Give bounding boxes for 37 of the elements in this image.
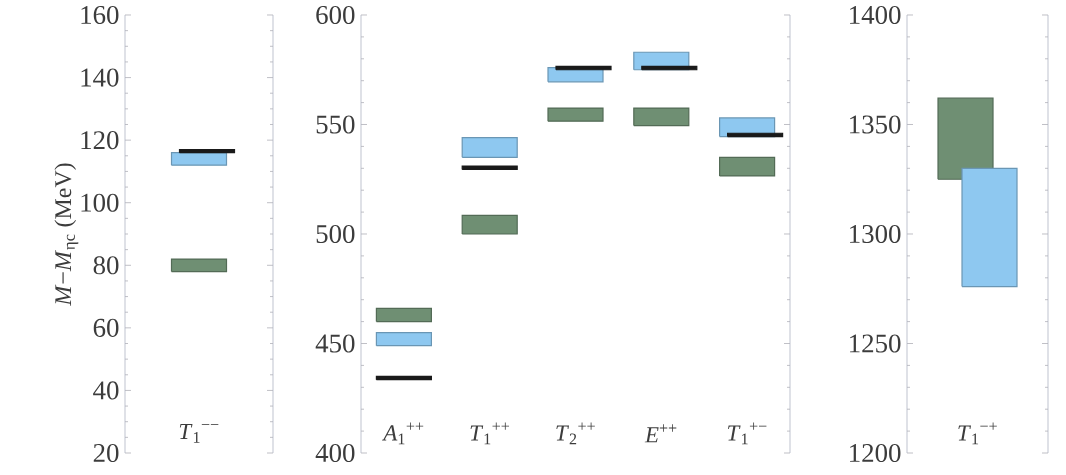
y-tick-label: 100 xyxy=(81,193,119,212)
y-tick-label: 40 xyxy=(93,381,119,400)
y-tick-label: 160 xyxy=(81,5,119,25)
y-tick-label: 500 xyxy=(316,224,355,244)
y-tick-label: 400 xyxy=(315,443,355,463)
x-tick-label: T$_{1}$++ xyxy=(470,422,510,445)
bar xyxy=(555,65,612,71)
bar xyxy=(170,152,228,166)
bar xyxy=(547,107,604,122)
x-tick-label: T$_{1}$−− xyxy=(179,423,219,443)
bar xyxy=(461,214,518,235)
x-tick-label: T$_{2}$++ xyxy=(556,422,595,445)
bar xyxy=(178,148,236,154)
y-tick-label: 1400 xyxy=(850,5,901,25)
y-tick-label: 1250 xyxy=(850,334,901,353)
x-tick-label: T$_{1}$−+ xyxy=(958,422,997,445)
y-tick-label: 1350 xyxy=(850,115,901,134)
bar xyxy=(633,107,690,127)
x-tick-label: T$_{1}$+− xyxy=(728,422,767,445)
y-tick-label: 1200 xyxy=(850,443,901,463)
y-tick-label: 550 xyxy=(316,115,355,134)
x-tick-label: A$_{1}$++ xyxy=(382,422,424,445)
bar xyxy=(375,331,432,347)
bar xyxy=(461,137,518,158)
y-tick-label: 450 xyxy=(315,334,355,353)
y-axis-title: M−M$_{ηc}$ (MeV) xyxy=(54,163,79,306)
y-tick-label: 140 xyxy=(81,68,119,87)
y-tick-label: 60 xyxy=(93,318,119,337)
x-tick-label: E$^{++}$ xyxy=(644,424,677,443)
y-tick-label: 600 xyxy=(316,5,355,25)
y-tick-label: 20 xyxy=(93,443,119,463)
bar xyxy=(170,258,228,273)
y-tick-label: 120 xyxy=(81,131,119,150)
bar xyxy=(719,156,776,177)
bar xyxy=(375,307,432,323)
y-tick-label: 80 xyxy=(93,256,119,275)
y-tick-label: 1300 xyxy=(850,224,901,244)
